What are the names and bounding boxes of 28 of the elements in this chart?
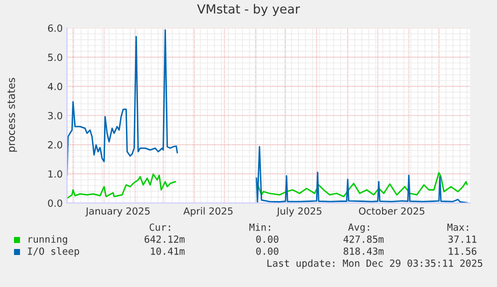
y-tick-label: 4.0 <box>48 82 62 90</box>
text: Last update: Mon Dec 29 03:35:11 2025 <box>267 259 482 269</box>
y-tick-label: 3.0 <box>48 112 62 120</box>
text: Avg: <box>348 224 370 233</box>
legend-label: I/O sleep <box>28 247 80 257</box>
legend-label: running <box>28 235 68 245</box>
y-tick-label: 1.0 <box>48 170 62 178</box>
text: 0.00 <box>256 247 278 255</box>
text: 642.12m <box>144 235 185 243</box>
text: 11.56 <box>448 247 476 255</box>
text: Min: <box>249 223 270 231</box>
y-axis-title: process states <box>8 78 18 152</box>
text: 0.00 <box>256 235 278 243</box>
text: 37.11 <box>448 235 476 243</box>
text: 818.43m <box>344 247 384 255</box>
chart-title: VMstat - by year <box>197 4 300 16</box>
x-tick-label: April 2025 <box>183 207 233 217</box>
x-tick-label: October 2025 <box>358 207 424 215</box>
x-tick-label: January 2025 <box>85 207 150 217</box>
y-tick-label: 0.0 <box>48 199 62 207</box>
text: 10.41m <box>151 247 185 255</box>
text: Cur: <box>150 223 170 231</box>
y-tick-label: 6.0 <box>48 24 62 32</box>
y-tick-label: 2.0 <box>48 141 62 148</box>
text: 427.85m <box>344 235 384 243</box>
x-tick-label: July 2025 <box>276 207 322 217</box>
y-tick-label: 5.0 <box>48 54 62 61</box>
text: Max: <box>447 224 468 231</box>
